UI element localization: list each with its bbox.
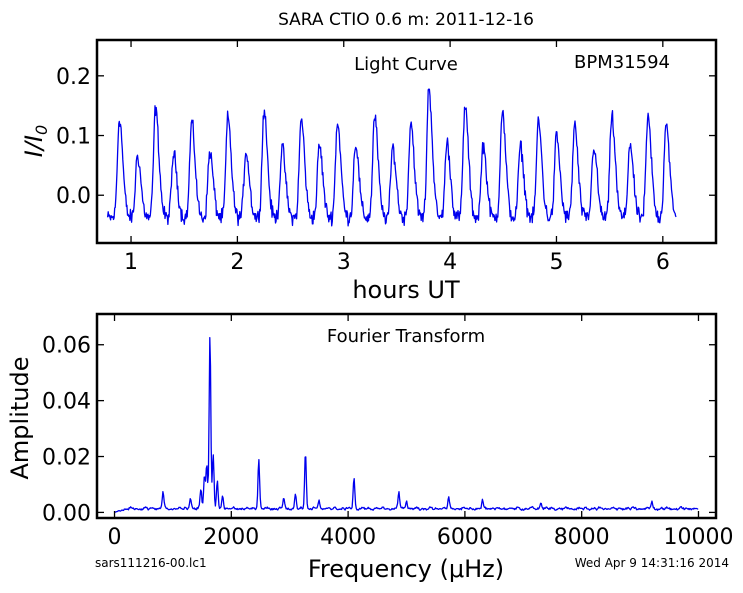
light-curve-x-tick-label: 6: [656, 250, 670, 275]
light-curve-frame: [95, 38, 718, 245]
fourier-x-ticks: 0 2000 4000 6000 8000 10000: [108, 314, 733, 550]
star-name-annotation: BPM31594: [574, 52, 670, 73]
light-curve-series: [106, 88, 677, 227]
fourier-x-tick-label: 2000: [203, 525, 259, 550]
footer-filename: sars111216-00.lc1: [95, 556, 207, 570]
light-curve-y-label: I/I0: [20, 125, 51, 157]
light-curve-x-tick-label: 2: [230, 250, 244, 275]
light-curve-label: Light Curve: [354, 54, 458, 75]
fourier-x-tick-label: 4000: [320, 525, 376, 550]
fourier-y-tick-label: 0.06: [42, 334, 91, 359]
light-curve-x-tick-label: 1: [124, 250, 138, 275]
light-curve-x-label: hours UT: [352, 276, 460, 304]
fourier-x-tick-label: 10000: [663, 525, 733, 550]
light-curve-x-tick-label: 5: [549, 250, 563, 275]
fourier-x-tick-label: 6000: [437, 525, 493, 550]
light-curve-y-tick-label: 0.2: [56, 65, 91, 90]
light-curve-x-ticks: 1 2 3 4 5 6: [124, 40, 670, 275]
fourier-x-label: Frequency (μHz): [308, 555, 504, 583]
fourier-series: [114, 336, 699, 514]
light-curve-x-tick-label: 3: [337, 250, 351, 275]
fourier-x-tick-label: 8000: [554, 525, 610, 550]
fourier-y-tick-label: 0.02: [42, 446, 91, 471]
fourier-y-tick-label: 0.04: [42, 390, 91, 415]
light-curve-x-tick-label: 4: [443, 250, 457, 275]
light-curve-y-ticks: 0.0 0.1 0.2: [56, 65, 716, 209]
light-curve-panel: 1 2 3 4 5 6 0.0 0.1 0.2 Light Curve BPM31594 ho…: [20, 38, 718, 304]
fourier-y-ticks: 0.00 0.02 0.04 0.06: [42, 334, 716, 526]
fourier-frame: [95, 312, 718, 520]
fourier-y-tick-label: 0.00: [42, 501, 91, 526]
footer-timestamp: Wed Apr 9 14:31:16 2014: [575, 556, 729, 570]
figure-title: SARA CTIO 0.6 m: 2011-12-16: [278, 10, 534, 30]
fourier-x-tick-label: 0: [108, 525, 122, 550]
fourier-y-label: Amplitude: [6, 357, 34, 480]
fourier-label: Fourier Transform: [327, 326, 485, 347]
fourier-panel: 0 2000 4000 6000 8000 10000 0.000.020.040.06 …: [6, 312, 733, 583]
light-curve-y-tick-label: 0.1: [56, 125, 91, 150]
light-curve-y-tick-label: 0.0: [56, 184, 91, 209]
